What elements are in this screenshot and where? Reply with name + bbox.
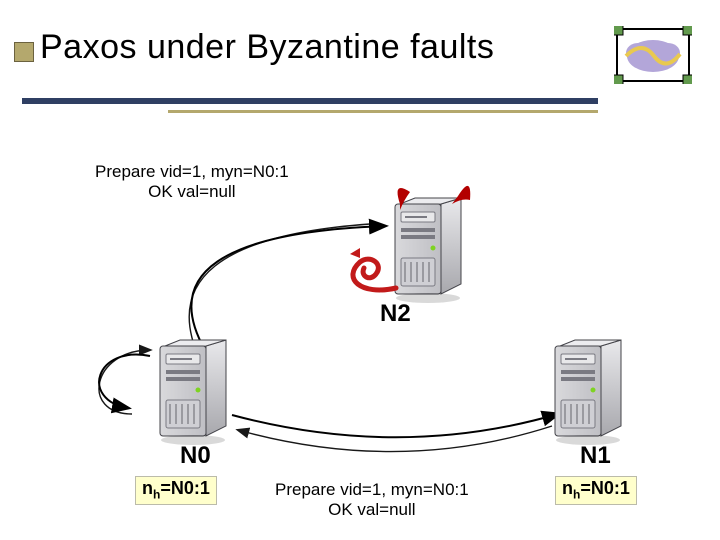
nh-n0-rest: =N0:1 xyxy=(160,478,210,498)
prepare-top-label: Prepare vid=1, myn=N0:1 OK val=null xyxy=(95,162,289,202)
nh-box-n1: nh=N0:1 xyxy=(555,476,637,505)
slide-logo xyxy=(614,26,692,84)
title-bullet xyxy=(14,42,34,62)
nh-n0-prefix: n xyxy=(142,478,153,498)
nh-box-n0: nh=N0:1 xyxy=(135,476,217,505)
diagram-canvas xyxy=(0,0,720,540)
title-rule-light xyxy=(168,110,598,113)
node-label-n2: N2 xyxy=(380,300,411,328)
nh-n1-prefix: n xyxy=(562,478,573,498)
node-label-n0: N0 xyxy=(180,442,211,470)
node-label-n1: N1 xyxy=(580,442,611,470)
prepare-bottom-label: Prepare vid=1, myn=N0:1 OK val=null xyxy=(275,480,469,520)
page-title: Paxos under Byzantine faults xyxy=(40,28,494,67)
nh-n1-rest: =N0:1 xyxy=(580,478,630,498)
title-rule-dark xyxy=(22,98,598,104)
